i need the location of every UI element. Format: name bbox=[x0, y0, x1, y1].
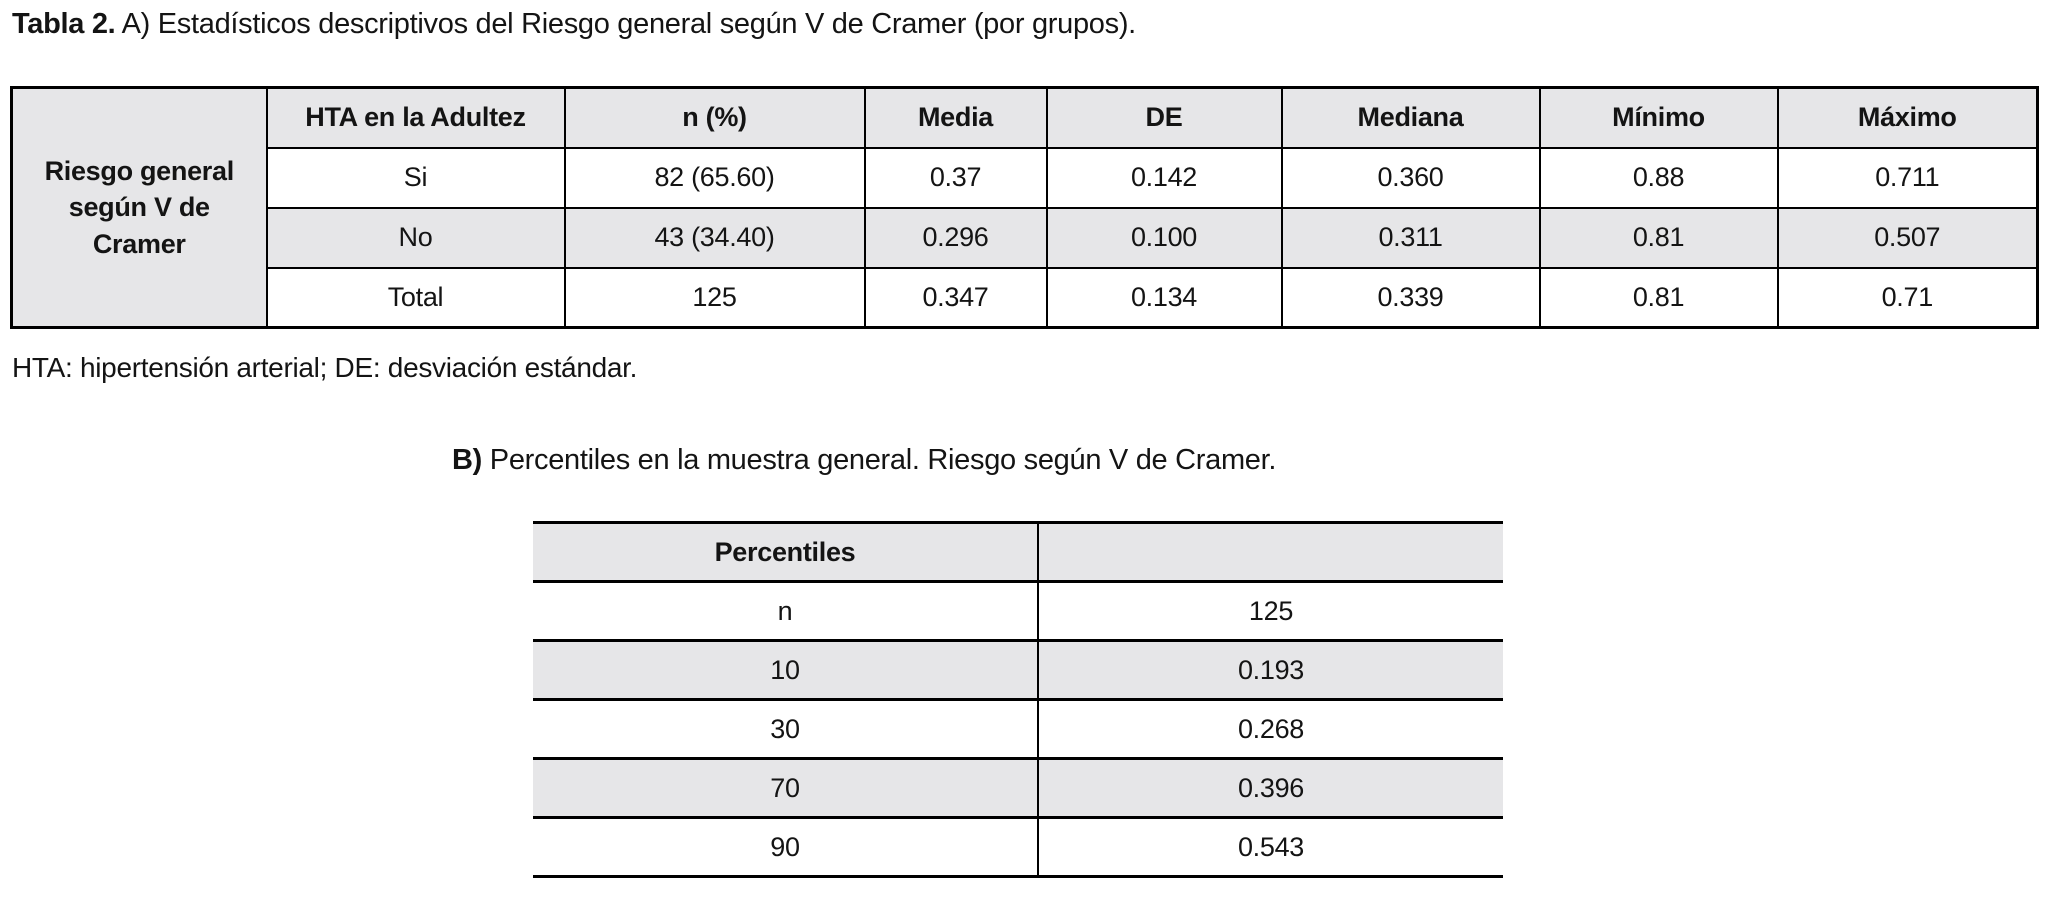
cell-percentile-70: 70 bbox=[533, 758, 1039, 819]
table-a-row-total: Total 125 0.347 0.134 0.339 0.81 0.71 bbox=[12, 266, 2039, 329]
cell-total-de: 0.134 bbox=[1045, 266, 1283, 329]
table-b-row-10: 10 0.193 bbox=[533, 640, 1503, 701]
table-b-percentiles: Percentiles n 125 10 0.193 30 0.268 70 0… bbox=[533, 521, 1503, 878]
cell-total-maximo: 0.71 bbox=[1776, 266, 2039, 329]
cell-no-n-pct: 43 (34.40) bbox=[563, 206, 866, 269]
cell-total-media: 0.347 bbox=[863, 266, 1048, 329]
table-b-header-row: Percentiles bbox=[533, 521, 1503, 583]
table-a-header-hta: HTA en la Adultez bbox=[265, 86, 566, 149]
cell-si-group: Si bbox=[265, 146, 566, 209]
cell-percentile-90: 90 bbox=[533, 817, 1039, 878]
cell-total-n-pct: 125 bbox=[563, 266, 866, 329]
table-caption-number: Tabla 2. bbox=[12, 8, 116, 40]
table-a-header-media: Media bbox=[863, 86, 1048, 149]
cell-si-maximo: 0.711 bbox=[1776, 146, 2039, 209]
table-a-row-label: Riesgo general según V de Cramer bbox=[10, 86, 268, 329]
cell-si-media: 0.37 bbox=[863, 146, 1048, 209]
table-a-header-minimo: Mínimo bbox=[1538, 86, 1779, 149]
cell-total-group: Total bbox=[265, 266, 566, 329]
table-b-row-70: 70 0.396 bbox=[533, 758, 1503, 819]
table-footnote: HTA: hipertensión arterial; DE: desviaci… bbox=[12, 352, 638, 383]
table-a-row-si: Si 82 (65.60) 0.37 0.142 0.360 0.88 0.71… bbox=[12, 146, 2039, 209]
table-b-header-percentiles: Percentiles bbox=[533, 521, 1039, 583]
cell-si-de: 0.142 bbox=[1045, 146, 1283, 209]
cell-value-n: 125 bbox=[1038, 581, 1503, 642]
cell-no-group: No bbox=[265, 206, 566, 269]
table-b-row-n: n 125 bbox=[533, 581, 1503, 642]
cell-value-30: 0.268 bbox=[1038, 699, 1503, 760]
table-b-header-empty bbox=[1038, 521, 1503, 583]
cell-no-de: 0.100 bbox=[1045, 206, 1283, 269]
cell-no-media: 0.296 bbox=[863, 206, 1048, 269]
cell-no-maximo: 0.507 bbox=[1776, 206, 2039, 269]
table-b-row-30: 30 0.268 bbox=[533, 699, 1503, 760]
table-a-row-no: No 43 (34.40) 0.296 0.100 0.311 0.81 0.5… bbox=[12, 206, 2039, 269]
cell-value-10: 0.193 bbox=[1038, 640, 1503, 701]
cell-no-mediana: 0.311 bbox=[1280, 206, 1541, 269]
table-caption-text: A) Estadísticos descriptivos del Riesgo … bbox=[115, 8, 1137, 40]
cell-si-n-pct: 82 (65.60) bbox=[563, 146, 866, 209]
table-a-header-n-pct: n (%) bbox=[563, 86, 866, 149]
cell-total-mediana: 0.339 bbox=[1280, 266, 1541, 329]
section-b-label: B) bbox=[452, 444, 483, 476]
cell-no-minimo: 0.81 bbox=[1538, 206, 1779, 269]
table-a-header-de: DE bbox=[1045, 86, 1283, 149]
cell-total-minimo: 0.81 bbox=[1538, 266, 1779, 329]
cell-si-mediana: 0.360 bbox=[1280, 146, 1541, 209]
cell-value-90: 0.543 bbox=[1038, 817, 1503, 878]
table-a-header-maximo: Máximo bbox=[1776, 86, 2039, 149]
table-a-header-mediana: Mediana bbox=[1280, 86, 1541, 149]
table-caption: Tabla 2. A) Estadísticos descriptivos de… bbox=[12, 8, 1136, 41]
cell-percentile-30: 30 bbox=[533, 699, 1039, 760]
table-a-header-row: Riesgo general según V de Cramer HTA en … bbox=[10, 86, 2039, 329]
section-b-text: Percentiles en la muestra general. Riesg… bbox=[482, 444, 1277, 476]
table-a-descriptive-stats: Riesgo general según V de Cramer HTA en … bbox=[10, 86, 2039, 329]
section-b-heading: B) Percentiles en la muestra general. Ri… bbox=[452, 444, 1276, 477]
cell-percentile-n: n bbox=[533, 581, 1039, 642]
table-b-row-90: 90 0.543 bbox=[533, 817, 1503, 878]
cell-value-70: 0.396 bbox=[1038, 758, 1503, 819]
cell-percentile-10: 10 bbox=[533, 640, 1039, 701]
cell-si-minimo: 0.88 bbox=[1538, 146, 1779, 209]
